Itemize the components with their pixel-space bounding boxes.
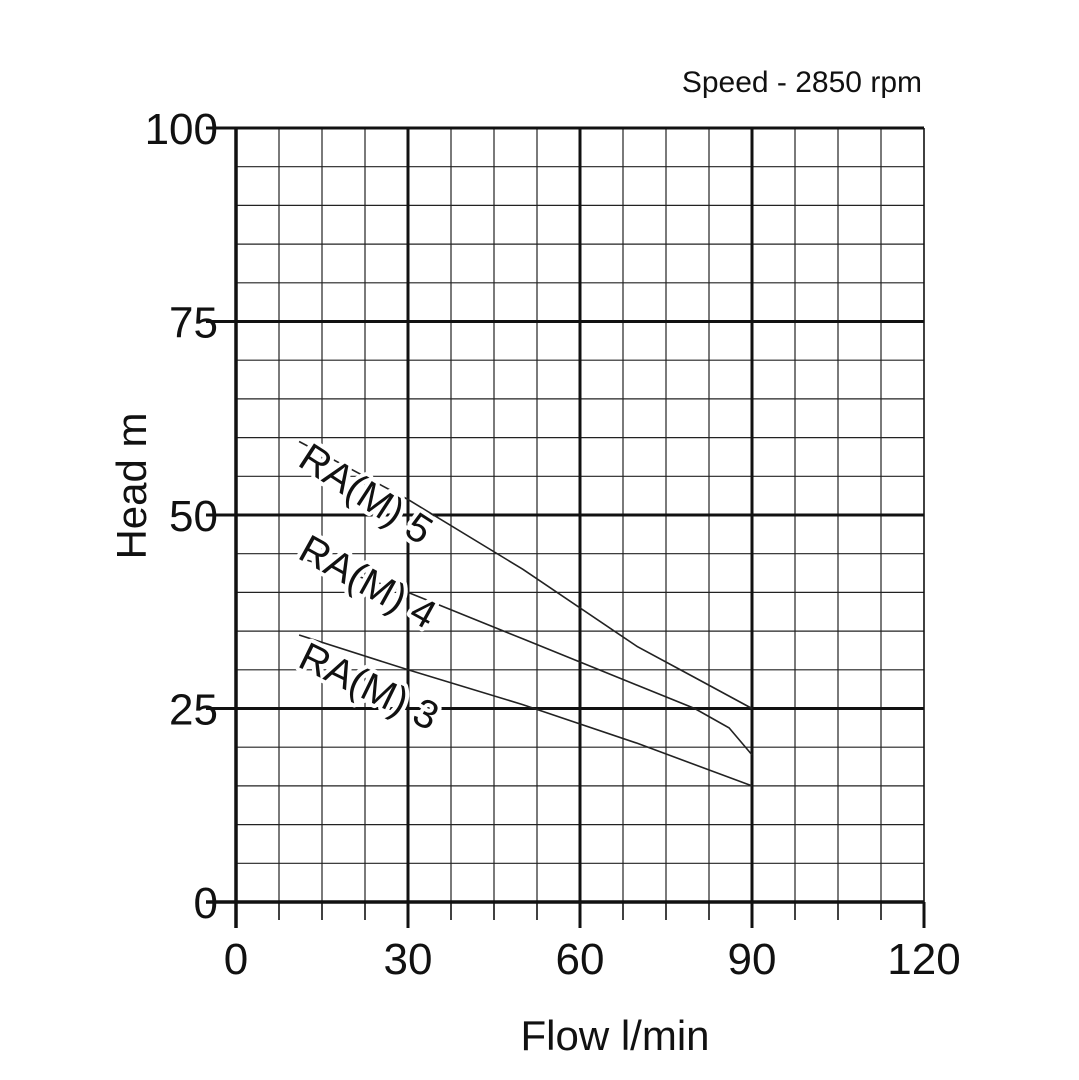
series-line — [298, 634, 753, 787]
x-tick-label: 30 — [384, 935, 433, 984]
series-line — [298, 556, 753, 756]
y-tick-label: 100 — [145, 105, 218, 154]
axes — [206, 128, 924, 928]
y-tick-label: 25 — [169, 686, 218, 735]
x-axis-title: Flow l/min — [520, 1012, 709, 1059]
y-tick-label: 75 — [169, 299, 218, 348]
chart-subtitle: Speed - 2850 rpm — [682, 66, 922, 99]
y-axis-title: Head m — [108, 412, 155, 559]
x-axis-ticks: 0 30 60 90 120 — [224, 902, 961, 984]
x-tick-label: 60 — [556, 935, 605, 984]
x-tick-label: 120 — [887, 935, 960, 984]
x-tick-label: 0 — [224, 935, 248, 984]
y-tick-label: 0 — [194, 879, 218, 928]
series-label: RA(M) 3 — [292, 634, 445, 739]
x-tick-label: 90 — [728, 935, 777, 984]
y-axis-ticks: 0 25 50 75 100 — [145, 105, 236, 928]
series-labels: RA(M) 5RA(M) 4RA(M) 3 — [287, 431, 449, 743]
series-lines — [298, 440, 753, 787]
series-line — [298, 440, 753, 710]
major-grid — [236, 126, 925, 902]
y-tick-label: 50 — [169, 492, 218, 541]
